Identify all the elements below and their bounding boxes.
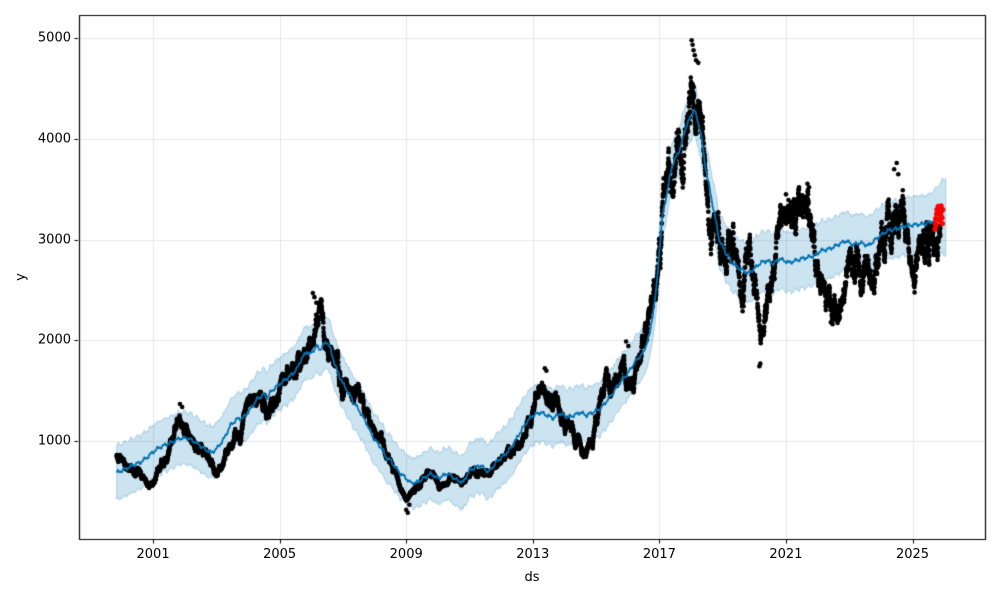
x-tick-label: 2001	[136, 547, 170, 562]
y-axis-title: y	[13, 273, 29, 281]
x-tick-label: 2009	[389, 547, 423, 562]
x-tick-label: 2021	[769, 547, 803, 562]
x-tick-label: 2005	[263, 547, 297, 562]
x-tick-label: 2013	[516, 547, 550, 562]
x-axis-title: ds	[524, 570, 540, 585]
y-tick-label: 4000	[37, 131, 71, 147]
x-tick-label: 2025	[895, 547, 930, 562]
y-tick-label: 5000	[37, 30, 71, 46]
y-tick-label: 1000	[37, 433, 71, 449]
y-tick-label: 2000	[37, 332, 71, 348]
y-tick-label: 3000	[37, 232, 71, 248]
x-tick-label: 2017	[642, 547, 676, 562]
